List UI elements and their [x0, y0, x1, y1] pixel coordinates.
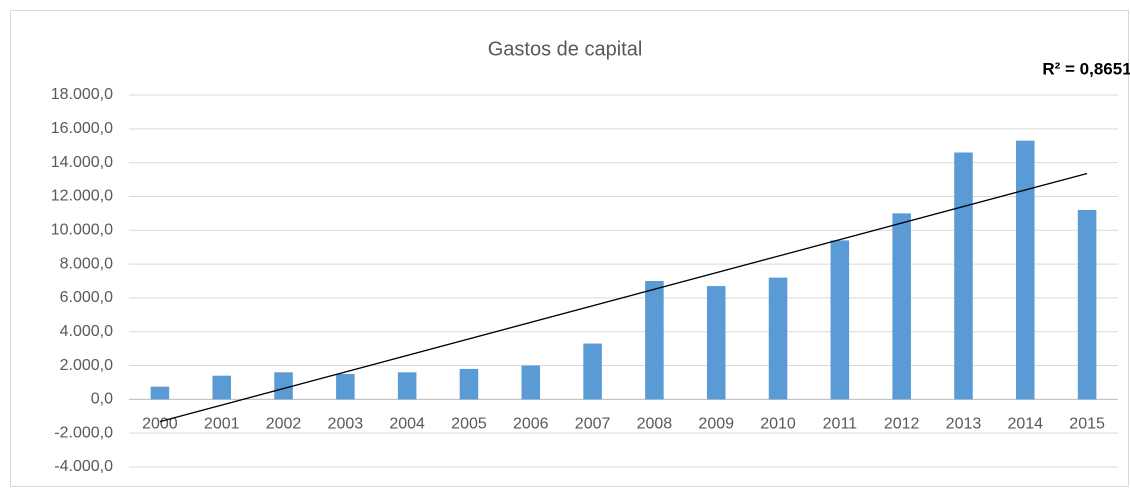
y-tick-label: 18.000,0: [51, 86, 113, 103]
bar: [274, 372, 293, 400]
bar: [954, 152, 973, 400]
bar: [521, 365, 541, 400]
x-tick-label: 2003: [328, 416, 364, 433]
y-tick-label: 14.000,0: [51, 154, 113, 171]
r-squared: R² = 0,8651: [1042, 59, 1130, 78]
bar: [892, 213, 911, 400]
chart-border: [10, 10, 1129, 487]
x-tick-label: 2001: [204, 416, 240, 433]
bar: [645, 281, 664, 400]
chart-title: Gastos de capital: [488, 38, 643, 60]
bar: [150, 386, 170, 400]
x-tick-label: 2002: [266, 416, 302, 433]
x-tick-label: 2009: [698, 416, 734, 433]
y-tick-label: 4.000,0: [60, 323, 113, 340]
x-tick-label: 2015: [1069, 416, 1105, 433]
bar: [336, 374, 355, 400]
x-tick-label: 2010: [760, 416, 796, 433]
y-tick-label: 16.000,0: [51, 120, 113, 137]
y-tick-label: -4.000,0: [54, 458, 113, 475]
bar: [459, 368, 479, 400]
x-tick-label: 2011: [823, 416, 858, 433]
bar: [212, 375, 231, 400]
x-tick-label: 2012: [884, 416, 920, 433]
bar: [1077, 209, 1097, 400]
bar: [706, 286, 726, 400]
y-tick-label: 12.000,0: [51, 188, 113, 205]
x-tick-label: 2007: [575, 416, 611, 433]
x-tick-label: 2006: [513, 416, 549, 433]
y-tick-label: -2.000,0: [54, 424, 113, 441]
bar: [583, 343, 602, 400]
y-tick-label: 6.000,0: [60, 289, 113, 306]
y-tick-label: 0,0: [91, 391, 113, 408]
bar: [1016, 140, 1035, 400]
x-tick-label: 2013: [946, 416, 982, 433]
bar: [768, 277, 788, 400]
x-tick-label: 2004: [389, 416, 425, 433]
trendline: [159, 172, 1088, 423]
y-tick-label: 2.000,0: [60, 357, 113, 374]
bar: [397, 372, 417, 400]
y-tick-label: 10.000,0: [51, 221, 113, 238]
x-tick-label: 2005: [451, 416, 487, 433]
y-tick-label: 8.000,0: [60, 255, 113, 272]
x-tick-label: 2008: [637, 416, 673, 433]
bar: [830, 240, 850, 400]
x-tick-label: 2014: [1007, 416, 1043, 433]
